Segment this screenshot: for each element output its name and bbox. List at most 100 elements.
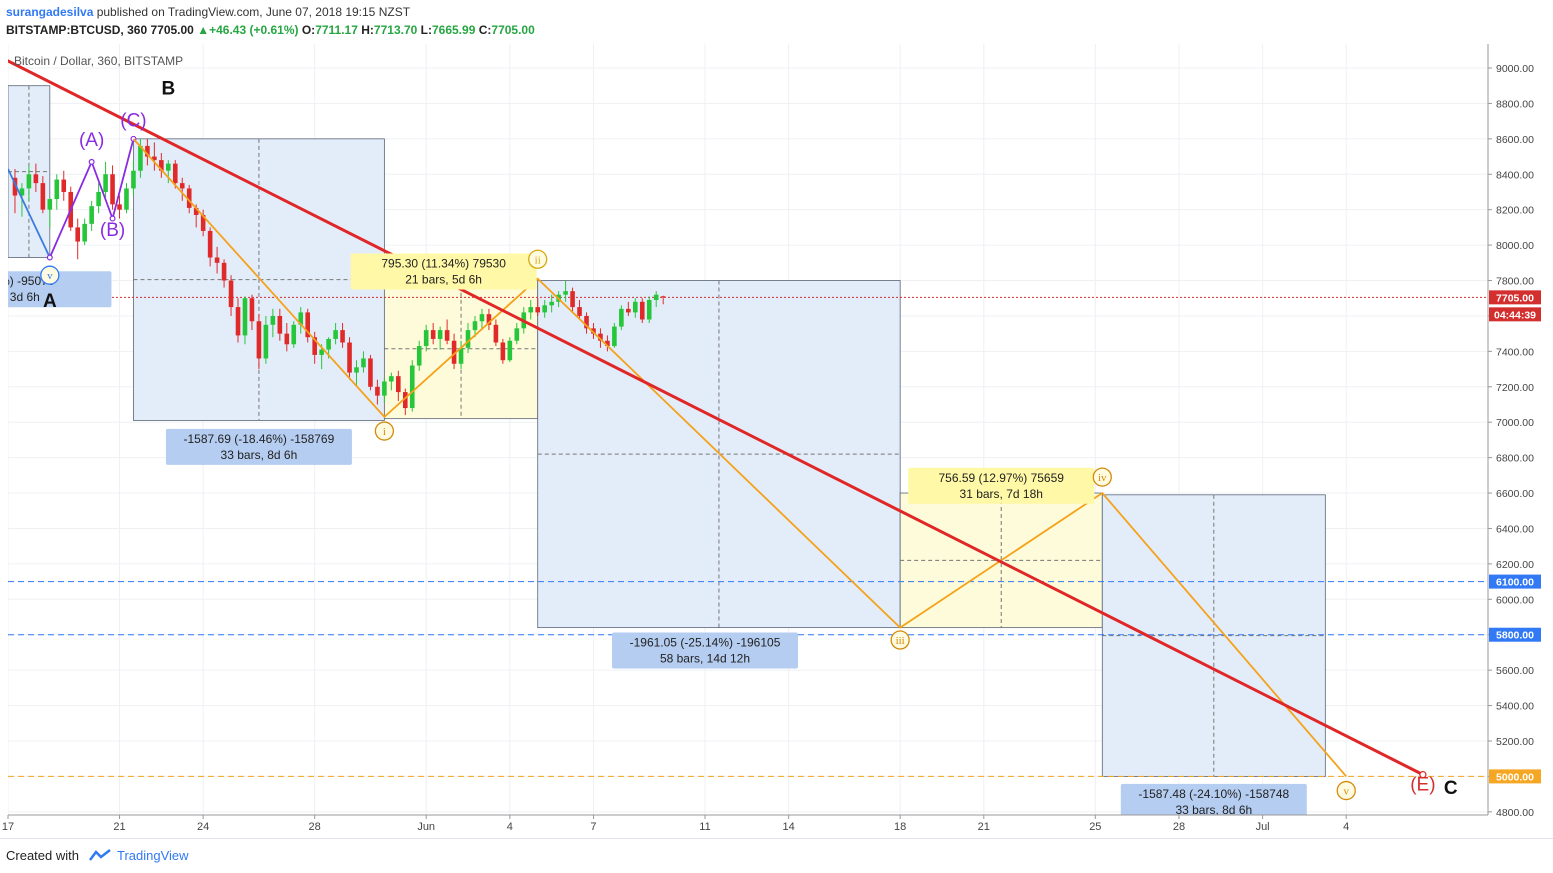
price-level-tag-label: 6100.00 (1496, 577, 1534, 589)
measure-label-bg (908, 467, 1095, 504)
candle-body (423, 330, 429, 347)
candle-body (312, 337, 317, 355)
candle-body (563, 291, 568, 295)
wave-number-label: v (47, 270, 53, 282)
candle-body (291, 324, 297, 345)
candle-body (214, 257, 220, 263)
candle-body (375, 386, 380, 396)
candle-body (368, 358, 373, 387)
price-tick-label: 8400.00 (1496, 169, 1534, 181)
wave-number-badge (528, 249, 548, 269)
measure-label-bars: 58 bars, 14d 12h (660, 651, 750, 665)
price-tick-label: 6400.00 (1496, 523, 1534, 535)
price-tick-label: 9000.00 (1496, 63, 1534, 75)
wave-a-line (8, 168, 51, 258)
measure-label-bars: 21 bars, 5d 6h (405, 272, 482, 286)
tradingview-link[interactable]: TradingView (117, 848, 189, 863)
price-tick-label: 6200.00 (1496, 559, 1534, 571)
measure-label-change: 756.59 (12.97%) 75659 (939, 471, 1065, 485)
candle-body (298, 312, 304, 325)
candle-body (598, 333, 603, 341)
price-tick-label: 7200.00 (1496, 382, 1534, 394)
price-tick-label: 5600.00 (1496, 665, 1534, 677)
author-link[interactable]: surangadesilva (6, 5, 94, 19)
measure-label-bars: 33 bars, 8d 6h (1175, 803, 1252, 817)
candle-body (451, 340, 457, 364)
candle-body (361, 358, 366, 368)
candle-body (465, 330, 471, 348)
wave-number-badge (1092, 467, 1112, 487)
price-tick-label: 5200.00 (1496, 736, 1534, 748)
candle-body (124, 188, 129, 210)
candle-body (12, 177, 18, 196)
candle-body (493, 324, 499, 343)
candle-body (200, 214, 206, 231)
measure-label-bg (8, 271, 112, 308)
close-label: C: (478, 23, 492, 37)
candle-body (591, 328, 596, 334)
candle-body (159, 160, 164, 171)
measure-label-bars: s, 3d 6h (0, 290, 40, 304)
candle-body (256, 321, 262, 359)
candle-body (584, 315, 589, 329)
candle-body (96, 191, 101, 207)
time-tick-label: 28 (1173, 821, 1185, 833)
symbol-ohlc-line: BITSTAMP:BTCUSD, 360 7705.00 ▲+46.43 (+0… (6, 23, 535, 37)
candle-body (458, 347, 464, 364)
chart-header: surangadesilva published on TradingView.… (0, 0, 1553, 44)
candle-body (89, 206, 94, 224)
price-tick-label: 7400.00 (1496, 346, 1534, 358)
open-label: O: (301, 23, 316, 37)
candle-body (179, 183, 185, 189)
candle-body (430, 330, 436, 339)
candle-body (284, 333, 290, 345)
candle-body (472, 321, 478, 331)
candle-body (500, 342, 506, 361)
wave-degree-label: (B) (100, 220, 125, 241)
candle-body (639, 301, 645, 320)
time-tick-label: 18 (894, 821, 906, 833)
candle-body (33, 174, 39, 184)
candle-body (145, 145, 150, 157)
candle-body (235, 307, 241, 336)
measure-label-bars: 31 bars, 7d 18h (960, 487, 1043, 501)
measure-label-bg (612, 632, 798, 669)
wave-number-label: i (383, 426, 386, 438)
candle-body (117, 204, 122, 210)
candle-body (186, 188, 192, 208)
red-trendline (8, 59, 1424, 776)
price-level-tag-label: 5000.00 (1496, 771, 1534, 783)
time-tick-label: 21 (978, 821, 990, 833)
candle-body (110, 174, 115, 205)
time-tick-label: Jul (1256, 821, 1270, 833)
price-level-tag-label: 5800.00 (1496, 630, 1534, 642)
price-tick-label: 8800.00 (1496, 98, 1534, 110)
candle-body (263, 324, 269, 359)
time-tick-label: 17 (2, 821, 14, 833)
candle-body (396, 376, 401, 393)
candle-body (542, 305, 547, 313)
price-level-tag (1489, 627, 1541, 642)
last-price: 7705.00 (150, 23, 194, 37)
candle-body (389, 376, 394, 382)
wave-number-label: iii (896, 635, 905, 647)
wave-degree-label: A (43, 291, 57, 312)
candle-body (40, 183, 46, 210)
candle-body (444, 330, 450, 341)
price-tick-label: 6000.00 (1496, 594, 1534, 606)
candle-body (103, 174, 108, 192)
price-tick-label: 8600.00 (1496, 134, 1534, 146)
price-tick-label: 8200.00 (1496, 205, 1534, 217)
measure-label-bg (165, 428, 352, 465)
candle-body (619, 308, 624, 327)
candle-body (633, 301, 638, 313)
wave-number-label: v (1343, 786, 1349, 798)
candle-body (152, 156, 157, 161)
candle-body (26, 174, 32, 189)
price-level-tag (1489, 574, 1541, 589)
wave-pivot (88, 158, 95, 165)
wave-number-label: iv (1098, 472, 1107, 484)
time-tick-label: 25 (1089, 821, 1101, 833)
candle-body (131, 170, 136, 189)
